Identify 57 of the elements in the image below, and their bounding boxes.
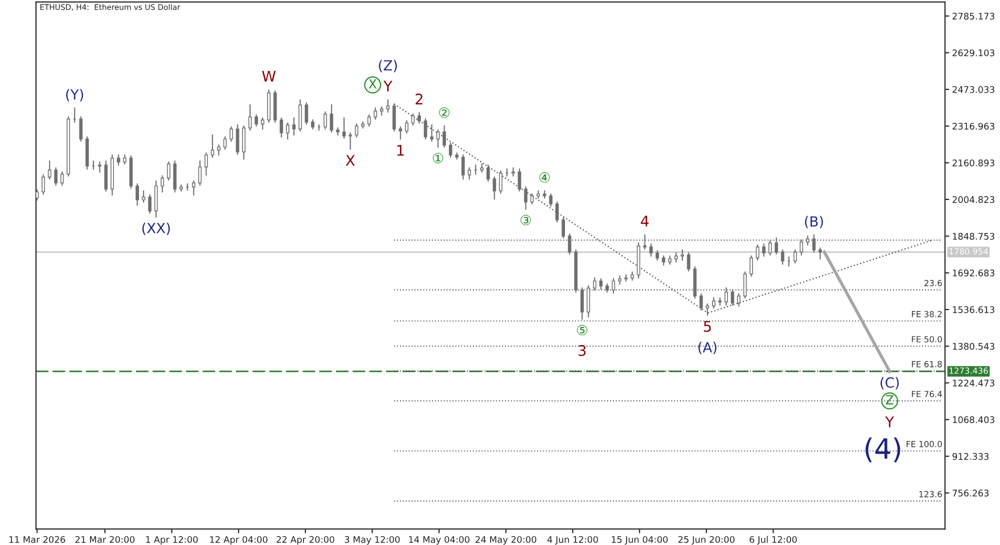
y-tick-label: 2316.963: [952, 122, 994, 130]
y-tick-label: 1068.403: [952, 416, 994, 424]
x-tick-label: 21 Mar 20:00: [75, 536, 134, 543]
ref-line-label: 1273.436: [950, 367, 988, 374]
x-tick-label: 3 May 12:00: [344, 536, 400, 545]
annotation: ②: [439, 107, 450, 118]
annotation: 3: [578, 345, 586, 356]
x-tick-label: 1 Apr 12:00: [146, 536, 198, 545]
x-tick-label: 14 May 04:00: [409, 536, 470, 545]
annotation: X: [346, 155, 355, 166]
y-tick-label: 1692.683: [952, 270, 994, 276]
y-tick-label: 2473.033: [952, 86, 994, 93]
y-tick-label: 1536.613: [952, 306, 994, 314]
annotation: ①: [432, 152, 444, 164]
y-tick-label: 1224.473: [952, 380, 994, 386]
annotation: Y: [885, 416, 894, 428]
annotation: FE 76.4: [912, 390, 942, 398]
annotation: ⑤: [576, 324, 588, 336]
annotation: X: [368, 79, 377, 88]
x-tick-label: 12 Apr 04:00: [210, 536, 268, 545]
y-tick-label: 2160.893: [952, 160, 994, 166]
annotation: FE 38.2: [912, 310, 942, 318]
annotation: W: [262, 70, 276, 82]
annotation: 5: [704, 321, 711, 332]
y-tick-label: 2785.173: [952, 12, 994, 20]
y-tick-label: 1380.543: [952, 342, 994, 350]
annotation: FE 50.0: [912, 336, 942, 342]
annotation: (Y): [66, 88, 84, 102]
y-tick-label: 912.333: [952, 452, 989, 460]
x-tick-label: 25 Jun 20:00: [678, 536, 734, 545]
annotation: ④: [539, 172, 550, 183]
x-tick-label: 4 Jun 12:00: [547, 536, 598, 545]
y-tick-label: 756.263: [952, 490, 989, 497]
annotation: 2: [416, 94, 422, 104]
annotation: (C): [880, 377, 899, 390]
y-tick-label: 2629.103: [952, 49, 994, 56]
annotation: 1: [397, 145, 404, 156]
x-tick-label: 6 Jul 12:00: [750, 536, 797, 545]
annotation: ③: [520, 214, 531, 226]
annotation: Y: [383, 80, 392, 92]
annotation: (XX): [142, 222, 170, 235]
y-tick-label: 2004.823: [952, 196, 994, 204]
annotation: (4): [866, 438, 900, 462]
annotation: FE 100.0: [906, 440, 942, 448]
x-tick-label: 24 May 20:00: [476, 536, 536, 545]
annotation: 23.6: [924, 280, 942, 286]
x-tick-label: 22 Apr 20:00: [276, 536, 334, 545]
annotation: FE 61.8: [912, 361, 942, 368]
annotation: (B): [804, 216, 823, 228]
annotation: (A): [698, 342, 716, 354]
annotation: 4: [640, 216, 649, 226]
annotation: (Z): [378, 60, 397, 72]
y-tick-label: 1848.753: [952, 232, 994, 240]
annotation: 123.6: [919, 491, 942, 498]
x-tick-label: 15 Jun 04:00: [612, 536, 668, 545]
x-tick-label: 11 Mar 2026: [9, 536, 66, 543]
annotation: Z: [886, 395, 894, 404]
